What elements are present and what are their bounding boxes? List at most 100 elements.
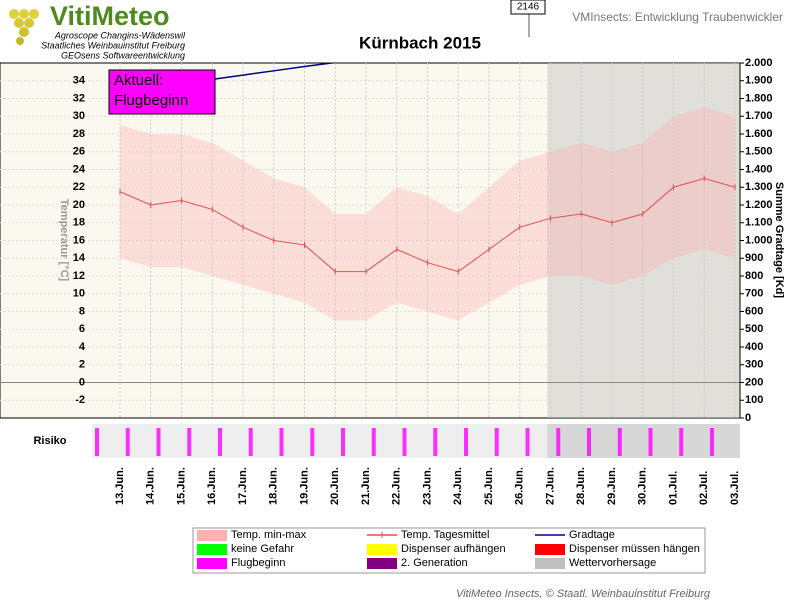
y-tick-label: 2 [79,359,85,371]
x-tick-label: 22.Jun. [391,467,403,505]
risk-mark [156,428,161,456]
x-tick-label: 21.Jun. [360,467,372,505]
x-tick-label: 25.Jun. [483,467,495,505]
legend-label: 2. Generation [401,557,468,569]
legend-swatch [367,558,397,569]
logo: VitiMeteo [50,1,170,31]
x-tick-label: 27.Jun. [544,467,556,505]
temp-band [120,107,735,321]
y-tick-label: 6 [79,323,85,335]
risk-mark [187,428,192,456]
x-tick-label: 02.Jul. [698,471,710,505]
legend-label: Temp. Tagesmittel [401,529,489,541]
y-tick-label: 30 [73,110,85,122]
y2-tick-label: 2.000 [745,57,773,69]
x-tick-label: 01.Jul. [667,471,679,505]
y2-tick-label: 1.100 [745,217,773,229]
legend-label: keine Gefahr [231,543,294,555]
x-tick-label: 17.Jun. [237,467,249,505]
y2-tick-label: 800 [745,270,763,282]
y2-tick-label: 1.900 [745,75,773,87]
y-tick-label: 0 [79,376,85,388]
risk-mark [710,428,714,456]
y-tick-label: 20 [73,199,85,211]
y2-tick-label: 900 [745,252,763,264]
gradtage-line [119,63,337,93]
risk-mark [587,428,591,456]
legend-swatch [535,558,565,569]
legend-swatch [197,544,227,555]
legend-swatch [197,558,227,569]
y-tick-label: 12 [73,270,85,282]
y2-tick-label: 500 [745,323,763,335]
y2-tick-label: 1.700 [745,110,773,122]
y2-tick-label: 600 [745,305,763,317]
y2-tick-label: 1.600 [745,128,773,140]
risk-mark [371,428,376,456]
risk-mark [95,428,99,456]
x-tick-label: 13.Jun. [114,467,126,505]
y2-tick-label: 1.500 [745,146,773,158]
y-tick-label: 34 [73,75,86,87]
risk-mark [248,428,253,456]
y2-tick-label: 100 [745,394,763,406]
y-tick-label: -2 [75,394,85,406]
x-tick-label: 18.Jun. [268,467,280,505]
header-line: Staatliches Weinbauinstitut Freiburg [41,40,185,50]
y2-tick-label: 400 [745,341,763,353]
risk-mark [279,428,284,456]
annotation: 2146 [517,2,540,13]
risk-mark [648,428,653,456]
y-tick-label: 24 [73,163,86,175]
chart-title: Kürnbach 2015 [359,33,481,52]
annotation-box [510,0,546,15]
y2-tick-label: 1.400 [745,163,773,175]
risk-mark [402,428,407,456]
header-line: GEOsens Softwareentwicklung [61,50,185,60]
y2-tick-label: 1.200 [745,199,773,211]
y2-tick-label: 200 [745,376,763,388]
header-line: Agroscope Changins-Wädenswil [54,30,186,40]
legend-label: Gradtage [569,529,615,541]
y-tick-label: 16 [73,234,85,246]
x-tick-label: 24.Jun. [452,467,464,505]
y2-tick-label: 1.300 [745,181,773,193]
status-box [108,69,216,115]
y-tick-label: 32 [73,92,85,104]
risk-mark [341,428,345,456]
y2-tick-label: 1.000 [745,234,773,246]
risk-mark [494,428,499,456]
y2-tick-label: 700 [745,288,763,300]
x-tick-label: 23.Jun. [421,467,433,505]
risk-mark [310,428,315,456]
status-label: Aktuell: [114,72,163,89]
y-tick-label: 22 [73,181,85,193]
legend [192,527,706,574]
risk-label: Risiko [33,435,66,447]
y-tick-label: 8 [79,305,85,317]
risk-forecast [547,424,740,458]
risk-mark [464,428,468,456]
x-tick-label: 19.Jun. [298,467,310,505]
x-tick-label: 29.Jun. [606,467,618,505]
y2-tick-label: 0 [745,412,751,424]
x-tick-label: 20.Jun. [329,467,341,505]
forecast-region [547,63,740,418]
risk-mark [617,428,622,456]
x-tick-label: 14.Jun. [145,467,157,505]
y2-tick-label: 1.800 [745,92,773,104]
risk-mark [433,428,438,456]
x-tick-label: 16.Jun. [206,467,218,505]
footer: VitiMeteo Insects, © Staatl. Weinbauinst… [456,588,711,600]
y-tick-label: 26 [73,146,85,158]
x-tick-label: 28.Jun. [575,467,587,505]
status-value: Flugbeginn [114,92,188,109]
x-tick-label: 30.Jun. [637,467,649,505]
y-tick-label: 10 [73,288,85,300]
x-tick-label: 03.Jul. [729,471,741,505]
risk-mark [556,428,561,456]
risk-mark [679,428,684,456]
risk-mark [525,428,530,456]
y2-axis-label: Summe Gradtage [Kd] [773,182,785,298]
y2-tick-label: 300 [745,359,763,371]
